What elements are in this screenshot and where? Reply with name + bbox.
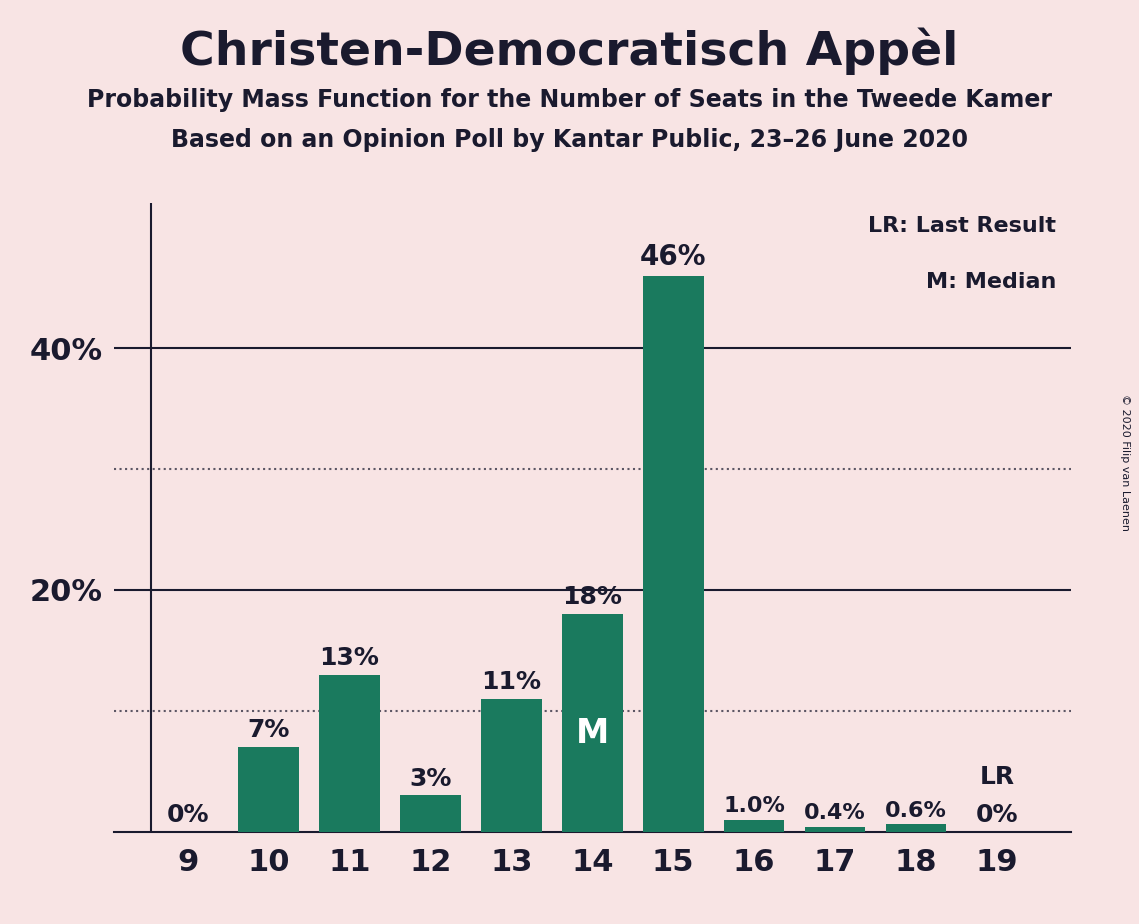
Text: 3%: 3% [409,767,452,791]
Text: 0%: 0% [976,803,1018,827]
Text: 11%: 11% [482,670,541,694]
Text: LR: Last Result: LR: Last Result [868,216,1056,236]
Text: © 2020 Filip van Laenen: © 2020 Filip van Laenen [1120,394,1130,530]
Text: 18%: 18% [563,585,622,609]
Bar [238,747,298,832]
Text: Christen-Democratisch Appèl: Christen-Democratisch Appèl [180,28,959,75]
Text: 1.0%: 1.0% [723,796,785,816]
Bar [400,796,461,832]
Text: 0.4%: 0.4% [804,803,866,823]
Text: LR: LR [980,765,1015,789]
Text: 0.6%: 0.6% [885,801,947,821]
Text: 0%: 0% [166,803,208,827]
Text: 46%: 46% [640,243,706,271]
Text: 13%: 13% [320,646,379,670]
Bar [804,827,866,832]
Bar [723,820,785,832]
Bar [886,824,947,832]
Text: M: M [575,717,609,750]
Text: Probability Mass Function for the Number of Seats in the Tweede Kamer: Probability Mass Function for the Number… [87,88,1052,112]
Text: M: Median: M: Median [926,273,1056,292]
Bar [642,275,704,832]
Bar [319,675,380,832]
Bar [562,614,623,832]
Bar [481,699,542,832]
Text: 7%: 7% [247,718,289,742]
Text: Based on an Opinion Poll by Kantar Public, 23–26 June 2020: Based on an Opinion Poll by Kantar Publi… [171,128,968,152]
